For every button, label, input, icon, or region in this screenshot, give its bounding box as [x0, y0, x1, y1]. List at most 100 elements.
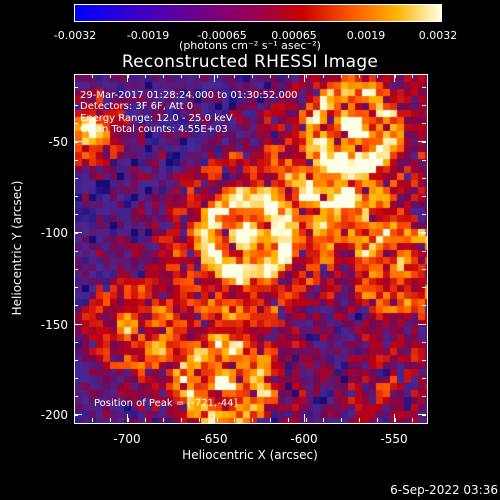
axis-tick-mark: [74, 414, 82, 415]
colorbar-tick: -0.0032: [53, 29, 97, 42]
axis-tick-mark: [74, 360, 78, 361]
axis-tick-mark: [74, 415, 78, 416]
axis-tick-mark: [92, 418, 93, 422]
axis-tick-mark: [110, 418, 111, 422]
axis-tick-mark: [422, 214, 426, 215]
axis-tick-mark: [74, 141, 82, 142]
axis-tick-mark: [422, 360, 426, 361]
x-tick-label: -600: [290, 432, 318, 446]
axis-tick-mark: [422, 396, 426, 397]
axis-tick-mark: [74, 396, 78, 397]
axis-tick-mark: [145, 418, 146, 422]
axis-tick-mark: [74, 196, 78, 197]
axis-tick-mark: [323, 418, 324, 422]
axis-tick-mark: [422, 105, 426, 106]
axis-tick-mark: [74, 324, 78, 325]
axis-tick-mark: [422, 269, 426, 270]
axis-tick-mark: [217, 418, 218, 422]
colorbar-tick: 0.00065: [271, 29, 317, 42]
axis-tick-mark: [377, 418, 378, 422]
rhessi-image: [75, 75, 427, 423]
axis-tick-mark: [418, 232, 426, 233]
axis-tick-mark: [74, 287, 78, 288]
axis-tick-mark: [270, 74, 271, 78]
axis-tick-mark: [74, 87, 78, 88]
rhessi-image-panel: [74, 74, 428, 424]
axis-tick-mark: [252, 418, 253, 422]
axis-tick-mark: [422, 142, 426, 143]
axis-tick-mark: [74, 214, 78, 215]
axis-tick-mark: [306, 418, 307, 422]
axis-tick-mark: [74, 378, 78, 379]
axis-tick-mark: [74, 105, 78, 106]
y-axis-label: Heliocentric Y (arcsec): [10, 180, 24, 316]
axis-tick-mark: [304, 414, 305, 422]
colorbar: [74, 4, 442, 22]
x-tick-label: -650: [200, 432, 228, 446]
axis-tick-mark: [163, 418, 164, 422]
axis-tick-mark: [199, 74, 200, 78]
axis-tick-mark: [128, 74, 129, 78]
axis-tick-mark: [422, 415, 426, 416]
axis-tick-mark: [74, 305, 78, 306]
axis-tick-mark: [422, 378, 426, 379]
y-tick-label: -100: [40, 226, 68, 240]
axis-tick-mark: [74, 251, 78, 252]
axis-tick-mark: [323, 74, 324, 78]
axis-tick-mark: [145, 74, 146, 78]
axis-tick-mark: [341, 74, 342, 78]
axis-tick-mark: [377, 74, 378, 78]
axis-tick-mark: [74, 123, 78, 124]
axis-tick-mark: [181, 74, 182, 78]
axis-tick-mark: [359, 74, 360, 78]
axis-tick-mark: [127, 74, 128, 82]
axis-tick-mark: [422, 251, 426, 252]
axis-tick-mark: [127, 414, 128, 422]
axis-tick-mark: [422, 305, 426, 306]
axis-tick-mark: [422, 178, 426, 179]
axis-tick-mark: [422, 123, 426, 124]
axis-tick-mark: [422, 196, 426, 197]
colorbar-tick: -0.00065: [197, 29, 247, 42]
axis-tick-mark: [110, 74, 111, 78]
axis-tick-mark: [412, 418, 413, 422]
axis-tick-mark: [217, 74, 218, 78]
axis-tick-mark: [74, 342, 78, 343]
axis-tick-mark: [394, 74, 395, 82]
axis-tick-mark: [306, 74, 307, 78]
axis-tick-mark: [422, 160, 426, 161]
info-peak-position: Position of Peak = [-721,-44]: [94, 398, 238, 409]
axis-tick-mark: [288, 418, 289, 422]
y-tick-label: -150: [40, 318, 68, 332]
axis-tick-mark: [74, 160, 78, 161]
y-tick-label: -200: [40, 408, 68, 422]
axis-tick-mark: [234, 418, 235, 422]
axis-tick-mark: [359, 418, 360, 422]
info-energy-range: Energy Range: 12.0 - 25.0 keV: [80, 113, 233, 124]
x-tick-label: -550: [380, 432, 408, 446]
axis-tick-mark: [181, 418, 182, 422]
axis-tick-mark: [418, 141, 426, 142]
info-detectors: Detectors: 3F 6F, Att 0: [80, 101, 194, 112]
axis-tick-mark: [304, 74, 305, 82]
colorbar-tick: -0.0019: [126, 29, 170, 42]
axis-tick-mark: [163, 74, 164, 78]
colorbar-tick: 0.0032: [418, 29, 458, 42]
axis-tick-mark: [74, 178, 78, 179]
y-tick-label: -50: [48, 135, 68, 149]
axis-tick-mark: [418, 414, 426, 415]
axis-tick-mark: [74, 142, 78, 143]
colorbar-tick: 0.0019: [346, 29, 386, 42]
plot-title: Reconstructed RHESSI Image: [121, 52, 379, 72]
axis-tick-mark: [395, 74, 396, 78]
axis-tick-mark: [74, 233, 78, 234]
axis-tick-mark: [422, 324, 426, 325]
x-axis-label: Heliocentric X (arcsec): [182, 448, 318, 462]
axis-tick-mark: [422, 287, 426, 288]
axis-tick-mark: [270, 418, 271, 422]
axis-tick-mark: [252, 74, 253, 78]
axis-tick-mark: [422, 87, 426, 88]
axis-tick-mark: [74, 324, 82, 325]
axis-tick-mark: [234, 74, 235, 78]
axis-tick-mark: [422, 342, 426, 343]
